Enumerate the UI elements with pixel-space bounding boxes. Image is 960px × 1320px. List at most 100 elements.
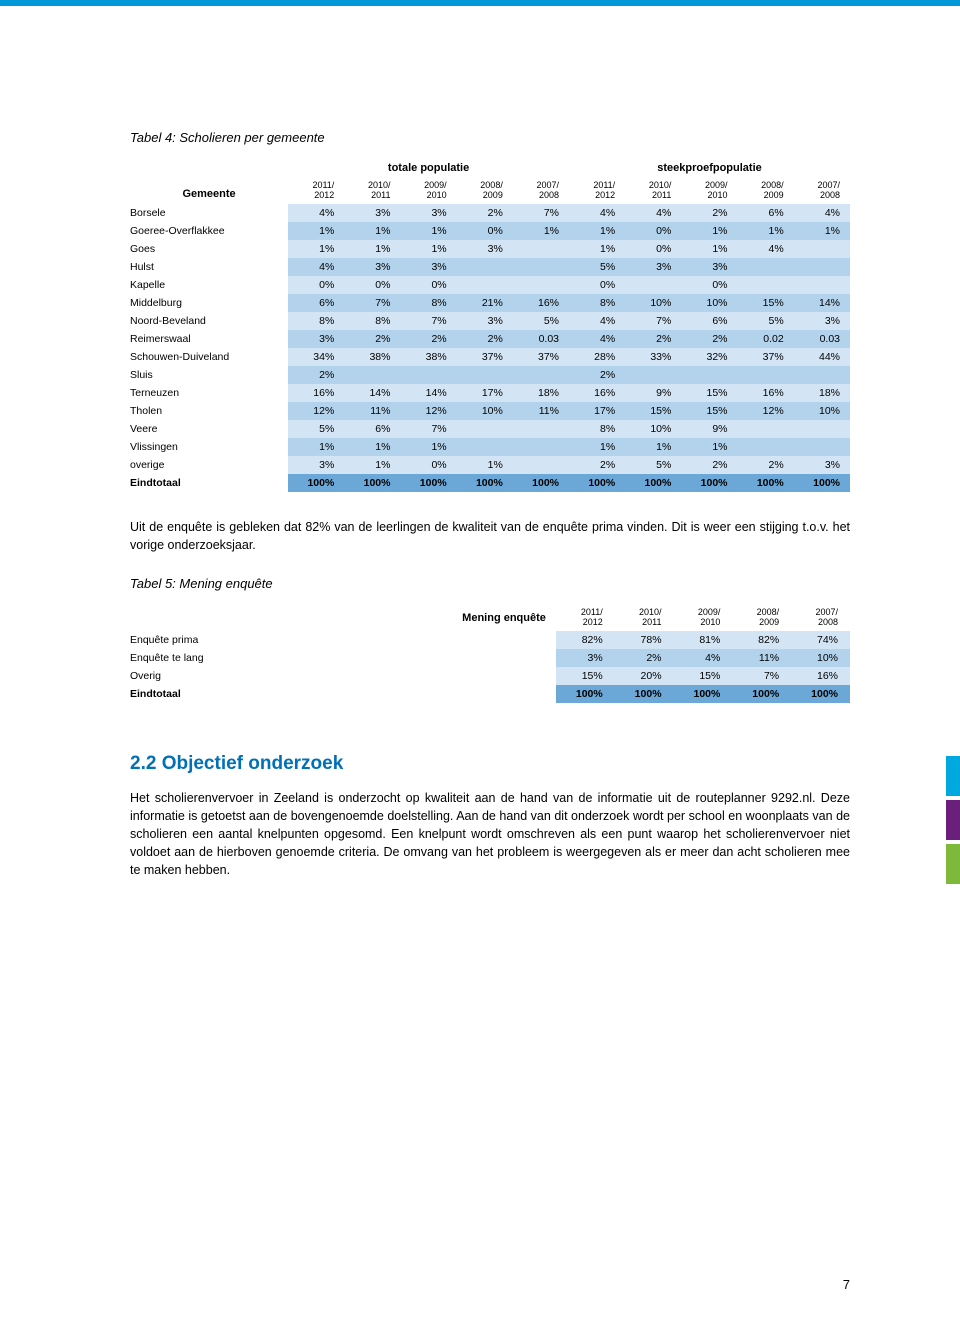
- cell: 1%: [288, 240, 344, 258]
- row-header: Hulst: [130, 258, 288, 276]
- row-header: Terneuzen: [130, 384, 288, 402]
- side-tab: [946, 756, 960, 796]
- cell: 1%: [569, 240, 625, 258]
- table4-group-header: totale populatie: [288, 159, 569, 178]
- cell: 10%: [457, 402, 513, 420]
- cell: 0%: [625, 240, 681, 258]
- cell: 16%: [791, 667, 850, 685]
- cell: 100%: [674, 685, 733, 703]
- cell: 1%: [400, 240, 456, 258]
- cell: 8%: [288, 312, 344, 330]
- cell: 3%: [681, 258, 737, 276]
- cell: 1%: [344, 222, 400, 240]
- cell: [457, 366, 513, 384]
- cell: 2%: [344, 330, 400, 348]
- row-header: Enquête te lang: [130, 649, 556, 667]
- cell: 4%: [569, 330, 625, 348]
- cell: 2%: [569, 366, 625, 384]
- cell: 15%: [556, 667, 615, 685]
- row-header: Noord-Beveland: [130, 312, 288, 330]
- table-row: Borsele4%3%3%2%7%4%4%2%6%4%: [130, 204, 850, 222]
- cell: 2%: [400, 330, 456, 348]
- cell: 10%: [791, 649, 850, 667]
- cell: 1%: [569, 438, 625, 456]
- cell: 16%: [288, 384, 344, 402]
- cell: 1%: [288, 438, 344, 456]
- table-row: Veere5%6%7%8%10%9%: [130, 420, 850, 438]
- cell: [794, 420, 850, 438]
- cell: 4%: [794, 204, 850, 222]
- cell: 3%: [625, 258, 681, 276]
- table5-year-header: 2007/2008: [791, 605, 850, 631]
- cell: 2%: [681, 204, 737, 222]
- cell: 100%: [794, 474, 850, 492]
- cell: 37%: [738, 348, 794, 366]
- cell: [457, 438, 513, 456]
- cell: 1%: [513, 222, 569, 240]
- cell: 38%: [344, 348, 400, 366]
- cell: 4%: [569, 204, 625, 222]
- page-content: Tabel 4: Scholieren per gemeente Gemeent…: [0, 0, 960, 961]
- table-row: Overig15%20%15%7%16%: [130, 667, 850, 685]
- table4-year-header: 2009/2010: [681, 178, 737, 204]
- cell: 7%: [625, 312, 681, 330]
- table4-year-header: 2008/2009: [738, 178, 794, 204]
- cell: [794, 438, 850, 456]
- table4-year-header: 2007/2008: [513, 178, 569, 204]
- cell: 0%: [681, 276, 737, 294]
- table4-year-header: 2010/2011: [344, 178, 400, 204]
- table4-year-header: 2011/2012: [569, 178, 625, 204]
- cell: [457, 276, 513, 294]
- side-tab: [946, 844, 960, 884]
- cell: [513, 438, 569, 456]
- cell: 100%: [738, 474, 794, 492]
- cell: 10%: [681, 294, 737, 312]
- cell: 7%: [732, 667, 791, 685]
- cell: 8%: [569, 420, 625, 438]
- table4: Gemeentetotale populatiesteekproefpopula…: [130, 159, 850, 492]
- cell: 8%: [344, 312, 400, 330]
- paragraph-1: Uit de enquête is gebleken dat 82% van d…: [130, 518, 850, 554]
- cell: 0%: [457, 222, 513, 240]
- cell: 12%: [288, 402, 344, 420]
- cell: 15%: [674, 667, 733, 685]
- cell: 38%: [400, 348, 456, 366]
- row-header: Veere: [130, 420, 288, 438]
- section-body: Het scholierenvervoer in Zeeland is onde…: [130, 789, 850, 880]
- page-number: 7: [843, 1277, 850, 1292]
- cell: 0%: [625, 222, 681, 240]
- cell: [457, 258, 513, 276]
- cell: 9%: [625, 384, 681, 402]
- table4-year-header: 2007/2008: [794, 178, 850, 204]
- cell: 3%: [794, 456, 850, 474]
- table4-group-header: steekproefpopulatie: [569, 159, 850, 178]
- table4-year-header: 2011/2012: [288, 178, 344, 204]
- cell: 37%: [513, 348, 569, 366]
- row-header: Eindtotaal: [130, 474, 288, 492]
- cell: 1%: [681, 438, 737, 456]
- cell: 12%: [400, 402, 456, 420]
- cell: 16%: [738, 384, 794, 402]
- row-header: Tholen: [130, 402, 288, 420]
- table4-year-header: 2008/2009: [457, 178, 513, 204]
- cell: 1%: [400, 438, 456, 456]
- cell: 5%: [513, 312, 569, 330]
- cell: 15%: [738, 294, 794, 312]
- cell: 0%: [288, 276, 344, 294]
- cell: 10%: [625, 294, 681, 312]
- cell: [400, 366, 456, 384]
- cell: 20%: [615, 667, 674, 685]
- table4-caption: Tabel 4: Scholieren per gemeente: [130, 130, 850, 145]
- cell: [738, 366, 794, 384]
- cell: 34%: [288, 348, 344, 366]
- cell: [794, 258, 850, 276]
- table5-caption: Tabel 5: Mening enquête: [130, 576, 850, 591]
- cell: 3%: [457, 240, 513, 258]
- cell: 100%: [791, 685, 850, 703]
- cell: 4%: [288, 204, 344, 222]
- cell: [513, 240, 569, 258]
- table-row: Noord-Beveland8%8%7%3%5%4%7%6%5%3%: [130, 312, 850, 330]
- cell: 14%: [344, 384, 400, 402]
- cell: [738, 438, 794, 456]
- cell: 3%: [457, 312, 513, 330]
